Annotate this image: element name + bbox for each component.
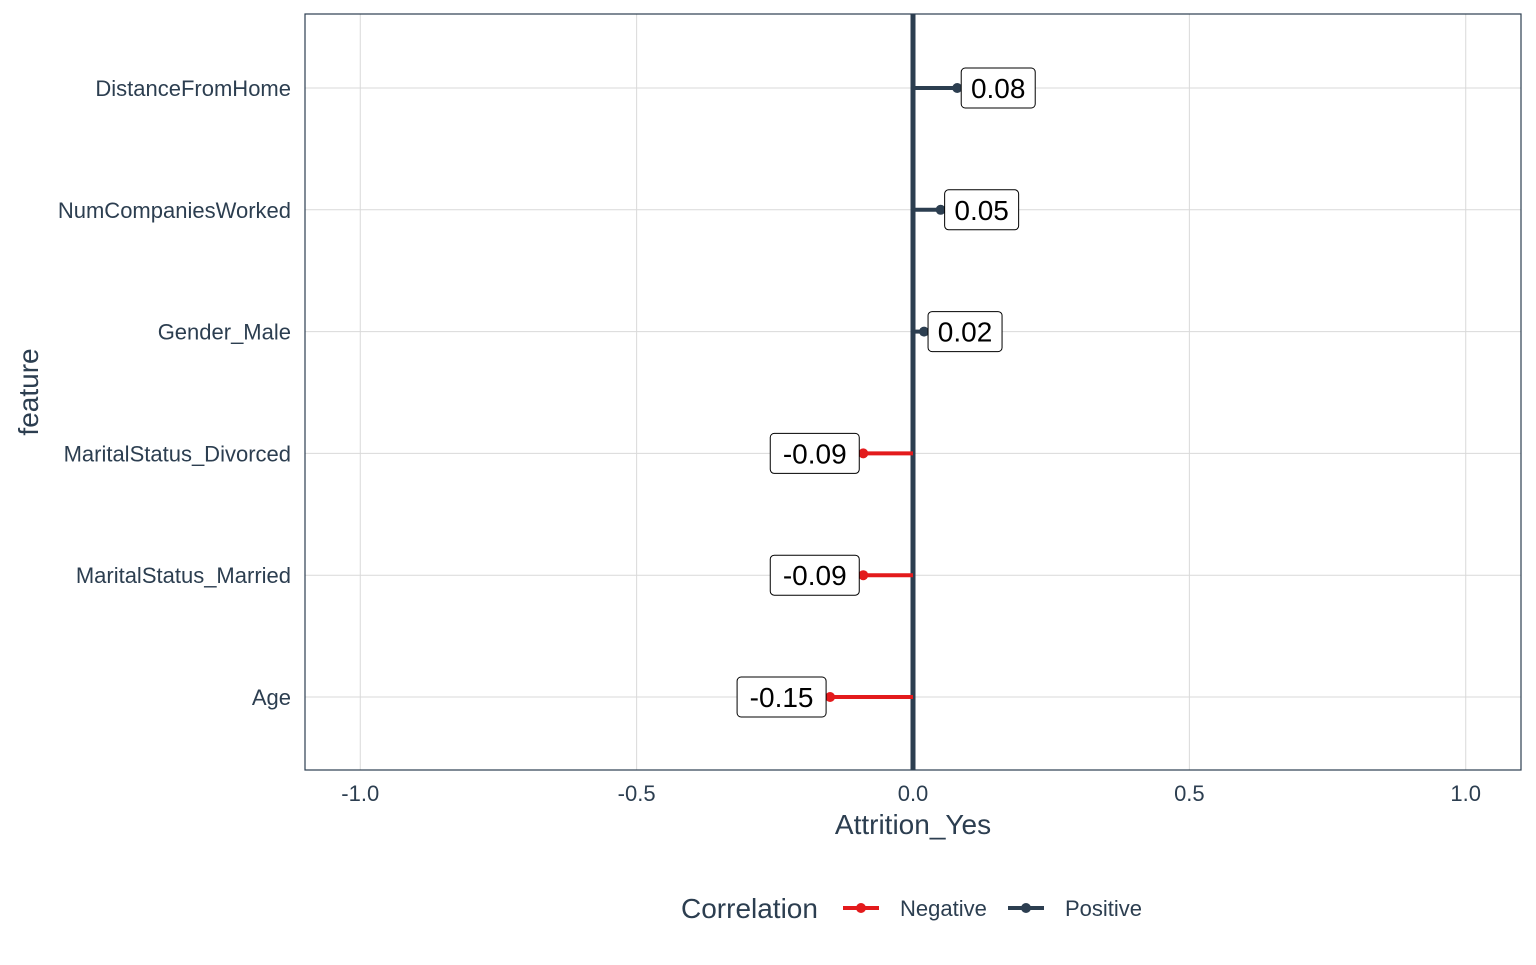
- x-tick-label: 0.5: [1174, 781, 1205, 806]
- legend: Correlation Negative Positive: [681, 893, 1142, 924]
- legend-label: Positive: [1065, 896, 1142, 921]
- value-label-box: [960, 67, 1036, 109]
- y-tick-label: Gender_Male: [158, 320, 291, 345]
- value-label: -0.09: [783, 438, 847, 469]
- y-tick-label: NumCompaniesWorked: [58, 198, 291, 223]
- lollipop-point: [935, 204, 946, 215]
- value-label-box: [769, 554, 860, 596]
- value-label: 0.05: [954, 195, 1009, 226]
- x-tick-label: -0.5: [618, 781, 656, 806]
- legend-key-point: [1021, 903, 1031, 913]
- x-tick-label: 1.0: [1450, 781, 1481, 806]
- legend-label: Negative: [900, 896, 987, 921]
- value-label-box: [769, 432, 860, 474]
- value-label-box: [927, 311, 1003, 353]
- value-label: 0.08: [971, 73, 1026, 104]
- value-label: -0.09: [783, 560, 847, 591]
- value-label-box: [736, 676, 827, 718]
- y-tick-label: DistanceFromHome: [95, 76, 291, 101]
- y-tick-label: MaritalStatus_Divorced: [64, 441, 291, 466]
- x-axis-title: Attrition_Yes: [835, 809, 991, 840]
- x-tick-label: 0.0: [898, 781, 929, 806]
- lollipop-point: [919, 326, 930, 337]
- x-tick-label: -1.0: [341, 781, 379, 806]
- y-tick-label: Age: [252, 685, 291, 710]
- y-tick-label: MaritalStatus_Married: [76, 563, 291, 588]
- lollipop-point: [858, 448, 869, 459]
- value-label: 0.02: [938, 317, 993, 348]
- lollipop-point: [952, 83, 963, 93]
- y-axis-title: feature: [13, 348, 44, 435]
- lollipop-point: [858, 570, 869, 581]
- legend-title: Correlation: [681, 893, 818, 924]
- lollipop-point: [825, 692, 836, 702]
- value-label-box: [944, 189, 1020, 231]
- legend-key-point: [856, 903, 866, 913]
- value-label: -0.15: [750, 682, 814, 713]
